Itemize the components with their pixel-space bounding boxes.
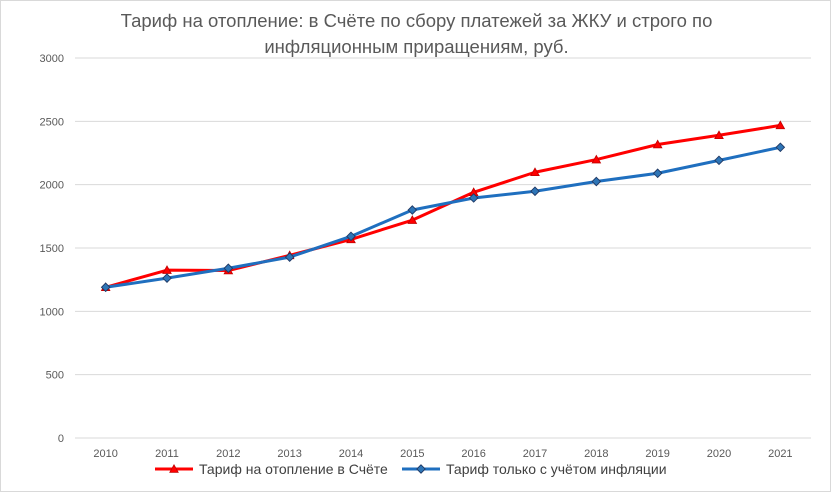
series-1 <box>100 120 786 292</box>
data-point <box>284 252 295 262</box>
y-tick-label: 1500 <box>40 243 64 255</box>
data-point <box>223 263 234 274</box>
data-point <box>591 154 602 164</box>
x-tick-label: 2014 <box>339 448 363 460</box>
data-point <box>162 273 172 283</box>
data-point <box>407 215 418 224</box>
data-point <box>530 186 540 197</box>
y-tick-label: 3000 <box>40 53 64 65</box>
data-point <box>652 139 663 149</box>
y-tick-label: 0 <box>58 433 64 445</box>
data-point <box>100 282 111 293</box>
legend-label: Тариф на отопление в Счёте <box>199 461 388 477</box>
chart-title-line-2: инфляционным приращениям, руб. <box>264 36 569 57</box>
x-tick-label: 2019 <box>645 448 669 460</box>
data-point <box>591 176 602 187</box>
x-tick-label: 2012 <box>216 448 240 460</box>
x-tick-label: 2010 <box>93 448 117 460</box>
legend-swatch-marker <box>416 464 426 474</box>
x-tick-label: 2015 <box>400 448 424 460</box>
x-tick-label: 2020 <box>707 448 731 460</box>
data-point <box>468 193 479 203</box>
y-tick-label: 2000 <box>40 180 64 192</box>
data-point <box>775 120 786 130</box>
x-tick-label: 2021 <box>768 448 792 460</box>
legend-label: Тариф только с учётом инфляции <box>446 461 667 477</box>
x-tick-label: 2018 <box>584 448 608 460</box>
x-axis-ticks: 2010 2011 2012 2013 2014 2015 2016 2017 2018 2019… <box>93 448 792 460</box>
data-point <box>407 205 418 215</box>
series-lines <box>100 120 786 293</box>
data-point <box>714 130 724 140</box>
x-tick-label: 2011 <box>155 448 179 460</box>
x-tick-label: 2013 <box>277 448 301 460</box>
y-tick-label: 1000 <box>40 306 64 318</box>
data-point <box>775 142 786 153</box>
legend-swatch-marker <box>169 463 179 473</box>
series-2 <box>100 142 786 293</box>
gridlines <box>75 57 811 439</box>
data-point <box>714 155 724 166</box>
chart-title: Тариф на отопление: в Счёте по сбору пла… <box>0 8 833 60</box>
legend: Тариф на отопление в Счёте Тариф только с… <box>155 461 667 477</box>
series-line <box>105 145 781 289</box>
data-point <box>530 167 540 177</box>
legend-item-2: Тариф только с учётом инфляции <box>402 461 667 477</box>
legend-item-1: Тариф на отопление в Счёте <box>155 461 388 477</box>
y-axis-ticks: 0 500 1000 1500 2000 2500 3000 <box>40 53 64 445</box>
data-point <box>346 231 356 242</box>
data-point <box>652 168 663 179</box>
y-tick-label: 2500 <box>40 116 64 128</box>
x-tick-label: 2017 <box>523 448 547 460</box>
chart-title-line-1: Тариф на отопление: в Счёте по сбору пла… <box>120 10 713 31</box>
series-line <box>105 123 781 289</box>
y-tick-label: 500 <box>46 370 64 382</box>
x-tick-label: 2016 <box>461 448 485 460</box>
